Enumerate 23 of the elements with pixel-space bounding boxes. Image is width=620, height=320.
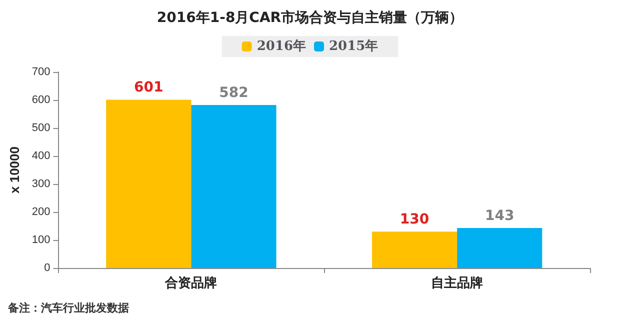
y-tick-label: 0 (44, 262, 50, 274)
y-tick-label: 600 (32, 94, 50, 106)
data-label: 143 (484, 208, 514, 224)
legend-label: 2015年 (329, 39, 378, 54)
chart-title: 2016年1-8月CAR市场合资与自主销量（万辆） (156, 9, 464, 26)
x-tick-label: 合资品牌 (164, 275, 218, 290)
data-label: 130 (400, 212, 430, 228)
y-tick-label: 300 (32, 178, 50, 190)
text: 备注：汽车行业批发数据 (7, 302, 129, 314)
y-tick-label: 400 (32, 150, 50, 162)
y-tick-label: 100 (32, 234, 50, 246)
bar (372, 232, 458, 268)
y-tick-label: 200 (32, 206, 50, 218)
x-tick-label: 自主品牌 (431, 275, 484, 290)
bar (191, 105, 276, 268)
y-axis-title: x 10000 (7, 146, 22, 194)
y-tick-label: 500 (32, 122, 50, 134)
data-label: 601 (134, 80, 164, 96)
bar (106, 100, 192, 268)
bar (457, 228, 542, 268)
legend-label: 2016年 (256, 39, 306, 54)
data-label: 582 (219, 85, 248, 102)
y-tick-label: 700 (32, 66, 50, 78)
